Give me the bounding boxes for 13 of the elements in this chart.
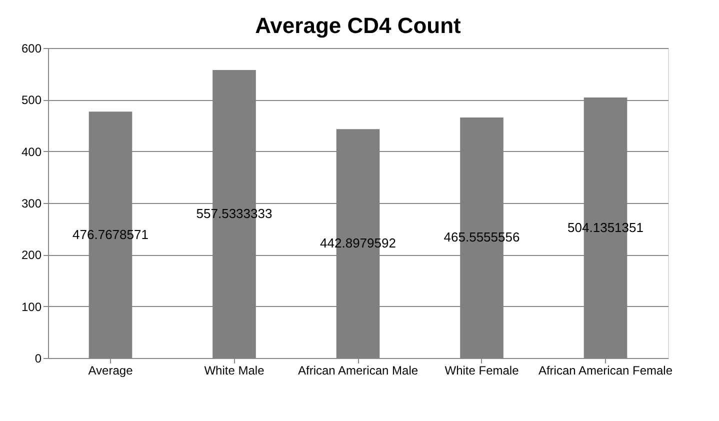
x-tick-label: White Male — [204, 364, 265, 378]
y-tick-label: 100 — [21, 300, 42, 314]
y-tick-label: 500 — [21, 93, 42, 108]
y-tick-label: 0 — [34, 352, 42, 366]
y-tick-label: 200 — [21, 248, 42, 262]
x-tick-label: African American Male — [298, 364, 418, 378]
y-tick-label: 300 — [21, 196, 42, 210]
chart-title: Average CD4 Count — [255, 13, 462, 38]
x-tick-label: White Female — [444, 364, 520, 378]
y-tick-label: 600 — [21, 42, 42, 56]
x-tick-label: African American Female — [538, 364, 673, 378]
y-tick-label: 400 — [21, 144, 42, 159]
x-tick-label: Average — [88, 364, 134, 378]
